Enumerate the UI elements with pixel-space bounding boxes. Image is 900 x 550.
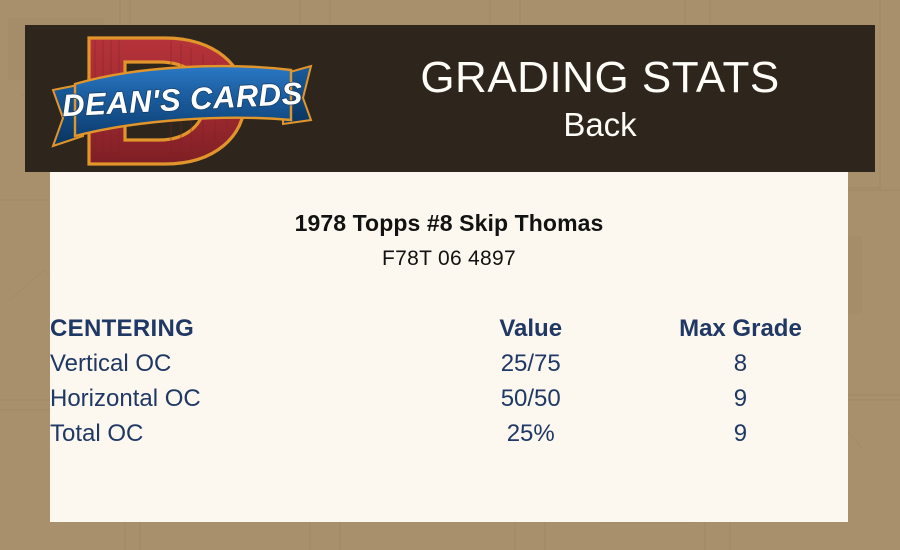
table-row: Horizontal OC 50/50 9 — [50, 381, 848, 416]
grading-stats-table: CENTERING Value Max Grade Vertical OC 25… — [50, 311, 848, 451]
row-label: Total OC — [50, 420, 144, 447]
column-header-value: Value — [499, 315, 563, 342]
row-value: 25% — [506, 420, 555, 447]
row-value: 25/75 — [500, 350, 561, 377]
column-header-centering: CENTERING — [50, 315, 195, 342]
row-max-grade: 8 — [733, 350, 748, 377]
page-subtitle: Back — [563, 106, 637, 143]
content-panel: 1978 Topps #8 Skip Thomas F78T 06 4897 C… — [50, 172, 848, 522]
header-bar: DEAN'S CARDS GRADING STATS Back — [25, 25, 875, 172]
header-title-block: GRADING STATS Back — [325, 25, 875, 172]
row-label: Vertical OC — [50, 350, 172, 377]
row-max-grade: 9 — [733, 385, 748, 412]
row-max-grade: 9 — [733, 420, 748, 447]
card-code: F78T 06 4897 — [382, 247, 516, 270]
table-header-row: CENTERING Value Max Grade — [50, 311, 848, 346]
row-label: Horizontal OC — [50, 385, 201, 412]
column-header-max-grade: Max Grade — [679, 315, 802, 342]
page-title: GRADING STATS — [420, 53, 780, 102]
table-row: Total OC 25% 9 — [50, 416, 848, 451]
card-title: 1978 Topps #8 Skip Thomas — [294, 210, 604, 236]
row-value: 50/50 — [500, 385, 561, 412]
deans-cards-logo[interactable]: DEAN'S CARDS — [47, 28, 317, 173]
logo-ribbon: DEAN'S CARDS — [51, 64, 313, 148]
table-row: Vertical OC 25/75 8 — [50, 346, 848, 381]
